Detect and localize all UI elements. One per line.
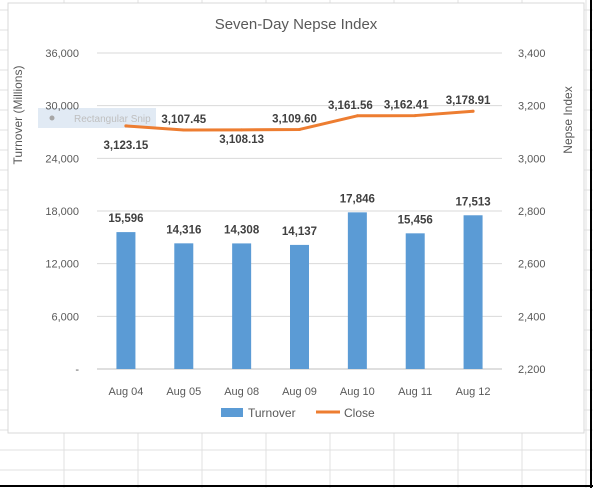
- y-tick-label: 12,000: [45, 259, 79, 271]
- left-axis-title: Turnover (Millions): [11, 66, 25, 165]
- x-tick-label: Aug 12: [456, 386, 491, 398]
- y-tick-label: 36,000: [45, 48, 79, 60]
- y-tick-label: 6,000: [51, 311, 79, 323]
- left-axis-ticks: - 6,000 12,000 18,000 24,000 30,000 36,000: [45, 48, 79, 376]
- bar[interactable]: [232, 243, 252, 369]
- line-point[interactable]: [355, 114, 359, 118]
- bar-data-label: 14,308: [224, 224, 260, 236]
- legend-label-turnover: Turnover: [248, 406, 296, 420]
- line-data-label: 3,107.45: [161, 114, 206, 126]
- data-labels: 15,596 14,316 14,308 14,137 17,846 15,456 17,5…: [104, 95, 492, 238]
- x-tick-label: Aug 10: [340, 386, 375, 398]
- bar[interactable]: [347, 212, 367, 369]
- y2-tick-label: 2,600: [518, 259, 546, 271]
- bar[interactable]: [463, 215, 483, 369]
- x-tick-label: Aug 11: [398, 386, 432, 398]
- bar-data-label: 17,846: [340, 193, 375, 205]
- bar-data-label: 15,596: [108, 213, 143, 225]
- line-point[interactable]: [471, 109, 475, 113]
- bar-data-label: 14,316: [166, 224, 201, 236]
- line-data-label: 3,109.60: [272, 113, 317, 125]
- legend: Turnover Close: [221, 406, 375, 420]
- bar-data-label: 14,137: [282, 226, 317, 238]
- line-point[interactable]: [124, 124, 128, 128]
- y-tick-label: 18,000: [45, 206, 79, 218]
- line-data-label: 3,161.56: [328, 100, 373, 112]
- line-series: [124, 109, 475, 132]
- line-point[interactable]: [298, 127, 301, 131]
- y-tick-label: -: [75, 364, 79, 376]
- bar[interactable]: [290, 244, 309, 369]
- legend-swatch-turnover: [221, 408, 243, 417]
- right-axis-ticks: 2,200 2,400 2,600 2,800 3,000 3,200 3,400: [518, 48, 546, 376]
- legend-label-close: Close: [344, 406, 375, 420]
- y-tick-label: 24,000: [45, 153, 79, 165]
- snip-overlay: Rectangular Snip: [38, 108, 156, 128]
- y-tick-label: 30,000: [45, 101, 79, 113]
- y2-tick-label: 2,800: [518, 206, 546, 218]
- line-data-label: 3,162.41: [384, 100, 429, 112]
- bar[interactable]: [174, 243, 194, 369]
- y2-tick-label: 3,400: [518, 48, 546, 60]
- line-data-label: 3,108.13: [219, 134, 264, 146]
- y2-tick-label: 2,200: [518, 364, 546, 376]
- y2-tick-label: 3,000: [518, 153, 546, 165]
- line-point[interactable]: [413, 114, 417, 118]
- right-axis-title: Nepse Index: [561, 86, 575, 153]
- bar[interactable]: [116, 232, 136, 369]
- line-data-label: 3,178.91: [446, 95, 491, 107]
- bar-data-label: 17,513: [455, 196, 490, 208]
- bar[interactable]: [405, 233, 425, 369]
- x-tick-label: Aug 08: [224, 386, 259, 398]
- bar-series: [116, 212, 483, 369]
- line-point[interactable]: [240, 128, 244, 132]
- x-tick-label: Aug 05: [166, 386, 201, 398]
- y2-tick-label: 3,200: [518, 101, 546, 113]
- x-tick-label: Aug 04: [108, 386, 143, 398]
- y2-tick-label: 2,400: [518, 311, 546, 323]
- line-point[interactable]: [182, 128, 186, 132]
- x-tick-label: Aug 09: [282, 386, 317, 398]
- bar-data-label: 15,456: [398, 214, 433, 226]
- x-axis-ticks: Aug 04 Aug 05 Aug 08 Aug 09 Aug 10 Aug 11 Aug …: [108, 386, 490, 398]
- chart-title: Seven-Day Nepse Index: [215, 16, 378, 33]
- snip-label: Rectangular Snip: [74, 114, 151, 125]
- line-data-label: 3,123.15: [104, 140, 149, 152]
